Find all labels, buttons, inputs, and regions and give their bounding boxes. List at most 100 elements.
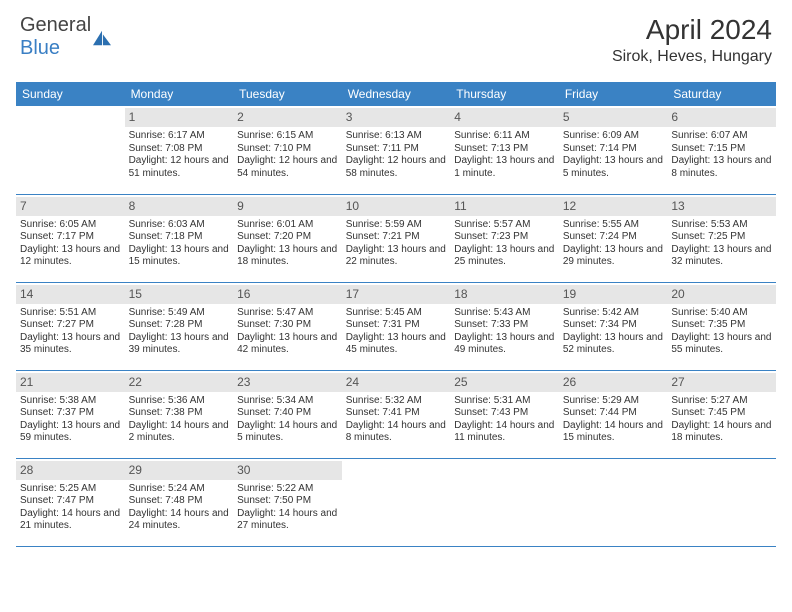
- calendar-day-cell: 8Sunrise: 6:03 AMSunset: 7:18 PMDaylight…: [125, 194, 234, 282]
- calendar-day-cell: 11Sunrise: 5:57 AMSunset: 7:23 PMDayligh…: [450, 194, 559, 282]
- calendar-day-cell: 13Sunrise: 5:53 AMSunset: 7:25 PMDayligh…: [667, 194, 776, 282]
- day-number: 14: [16, 285, 125, 304]
- day-number: 2: [233, 108, 342, 127]
- sun-info: Sunrise: 5:40 AMSunset: 7:35 PMDaylight:…: [671, 307, 772, 357]
- sunset-text: Sunset: 7:25 PM: [671, 231, 772, 244]
- day-number: 17: [342, 285, 451, 304]
- sunset-text: Sunset: 7:13 PM: [454, 143, 555, 156]
- sunset-text: Sunset: 7:15 PM: [671, 143, 772, 156]
- sunrise-text: Sunrise: 5:24 AM: [129, 483, 230, 496]
- calendar-day-cell: 22Sunrise: 5:36 AMSunset: 7:38 PMDayligh…: [125, 370, 234, 458]
- sunrise-text: Sunrise: 6:13 AM: [346, 130, 447, 143]
- sunset-text: Sunset: 7:31 PM: [346, 319, 447, 332]
- sun-info: Sunrise: 5:24 AMSunset: 7:48 PMDaylight:…: [129, 483, 230, 533]
- day-number: 27: [667, 373, 776, 392]
- day-number: 10: [342, 197, 451, 216]
- day-number: 21: [16, 373, 125, 392]
- sun-info: Sunrise: 5:53 AMSunset: 7:25 PMDaylight:…: [671, 219, 772, 269]
- logo-text: General Blue: [20, 14, 91, 60]
- sun-info: Sunrise: 5:27 AMSunset: 7:45 PMDaylight:…: [671, 395, 772, 445]
- sun-info: Sunrise: 5:45 AMSunset: 7:31 PMDaylight:…: [346, 307, 447, 357]
- day-number: 16: [233, 285, 342, 304]
- calendar-day-cell: 12Sunrise: 5:55 AMSunset: 7:24 PMDayligh…: [559, 194, 668, 282]
- weekday-header: Thursday: [450, 82, 559, 106]
- sunset-text: Sunset: 7:38 PM: [129, 407, 230, 420]
- sun-info: Sunrise: 6:17 AMSunset: 7:08 PMDaylight:…: [129, 130, 230, 180]
- day-number: 15: [125, 285, 234, 304]
- day-number: 26: [559, 373, 668, 392]
- sunrise-text: Sunrise: 6:03 AM: [129, 219, 230, 232]
- calendar-day-cell: 2 Sunrise: 6:15 AMSunset: 7:10 PMDaylight…: [233, 106, 342, 194]
- sunrise-text: Sunrise: 6:05 AM: [20, 219, 121, 232]
- daylight-text: Daylight: 13 hours and 55 minutes.: [671, 332, 772, 357]
- calendar-body: 1Sunrise: 6:17 AMSunset: 7:08 PMDaylight…: [16, 106, 776, 546]
- daylight-text: Daylight: 13 hours and 25 minutes.: [454, 244, 555, 269]
- daylight-text: Daylight: 13 hours and 18 minutes.: [237, 244, 338, 269]
- day-number: 28: [16, 461, 125, 480]
- sunset-text: Sunset: 7:11 PM: [346, 143, 447, 156]
- sun-info: Sunrise: 6:07 AMSunset: 7:15 PMDaylight:…: [671, 130, 772, 180]
- daylight-text: Daylight: 12 hours and 51 minutes.: [129, 155, 230, 180]
- logo-word-general: General: [20, 14, 91, 36]
- sunrise-text: Sunrise: 5:25 AM: [20, 483, 121, 496]
- calendar-day-cell: 21 Sunrise: 5:38 AMSunset: 7:37 PMDayligh…: [16, 370, 125, 458]
- sunset-text: Sunset: 7:17 PM: [20, 231, 121, 244]
- calendar-day-cell: 28Sunrise: 5:25 AMSunset: 7:47 PMDayligh…: [16, 458, 125, 546]
- sunrise-text: Sunrise: 5:57 AM: [454, 219, 555, 232]
- daylight-text: Daylight: 12 hours and 54 minutes.: [237, 155, 338, 180]
- daylight-text: Daylight: 14 hours and 24 minutes.: [129, 508, 230, 533]
- weekday-header: Sunday: [16, 82, 125, 106]
- day-number: 4: [450, 108, 559, 127]
- sunset-text: Sunset: 7:47 PM: [20, 495, 121, 508]
- daylight-text: Daylight: 14 hours and 8 minutes.: [346, 420, 447, 445]
- sunset-text: Sunset: 7:27 PM: [20, 319, 121, 332]
- weekday-header: Tuesday: [233, 82, 342, 106]
- sun-info: Sunrise: 6:01 AMSunset: 7:20 PMDaylight:…: [237, 219, 338, 269]
- sunrise-text: Sunrise: 5:55 AM: [563, 219, 664, 232]
- daylight-text: Daylight: 13 hours and 32 minutes.: [671, 244, 772, 269]
- sunrise-text: Sunrise: 6:09 AM: [563, 130, 664, 143]
- sunrise-text: Sunrise: 6:07 AM: [671, 130, 772, 143]
- calendar-day-cell: 17 Sunrise: 5:45 AMSunset: 7:31 PMDayligh…: [342, 282, 451, 370]
- sun-info: Sunrise: 5:51 AMSunset: 7:27 PMDaylight:…: [20, 307, 121, 357]
- calendar-day-cell: 6Sunrise: 6:07 AMSunset: 7:15 PMDaylight…: [667, 106, 776, 194]
- sunset-text: Sunset: 7:44 PM: [563, 407, 664, 420]
- sun-info: Sunrise: 6:09 AMSunset: 7:14 PMDaylight:…: [563, 130, 664, 180]
- calendar-day-cell: 9Sunrise: 6:01 AMSunset: 7:20 PMDaylight…: [233, 194, 342, 282]
- sun-info: Sunrise: 5:47 AMSunset: 7:30 PMDaylight:…: [237, 307, 338, 357]
- sun-info: Sunrise: 6:11 AMSunset: 7:13 PMDaylight:…: [454, 130, 555, 180]
- sunset-text: Sunset: 7:10 PM: [237, 143, 338, 156]
- calendar-day-cell: 23Sunrise: 5:34 AMSunset: 7:40 PMDayligh…: [233, 370, 342, 458]
- sun-info: Sunrise: 5:31 AMSunset: 7:43 PMDaylight:…: [454, 395, 555, 445]
- weekday-header: Wednesday: [342, 82, 451, 106]
- logo-sail-icon: [91, 29, 113, 47]
- day-number: 7: [16, 197, 125, 216]
- sunset-text: Sunset: 7:45 PM: [671, 407, 772, 420]
- sunrise-text: Sunrise: 5:49 AM: [129, 307, 230, 320]
- calendar-day-cell: 1Sunrise: 6:17 AMSunset: 7:08 PMDaylight…: [125, 106, 234, 194]
- calendar-day-cell: 27 Sunrise: 5:27 AMSunset: 7:45 PMDayligh…: [667, 370, 776, 458]
- sunset-text: Sunset: 7:33 PM: [454, 319, 555, 332]
- sunrise-text: Sunrise: 6:15 AM: [237, 130, 338, 143]
- daylight-text: Daylight: 12 hours and 58 minutes.: [346, 155, 447, 180]
- daylight-text: Daylight: 13 hours and 8 minutes.: [671, 155, 772, 180]
- sunset-text: Sunset: 7:41 PM: [346, 407, 447, 420]
- sunrise-text: Sunrise: 5:47 AM: [237, 307, 338, 320]
- calendar-day-cell: [559, 458, 668, 546]
- calendar-day-cell: 7Sunrise: 6:05 AMSunset: 7:17 PMDaylight…: [16, 194, 125, 282]
- sunset-text: Sunset: 7:50 PM: [237, 495, 338, 508]
- calendar-week-row: 14 Sunrise: 5:51 AMSunset: 7:27 PMDayligh…: [16, 282, 776, 370]
- sunrise-text: Sunrise: 6:01 AM: [237, 219, 338, 232]
- daylight-text: Daylight: 13 hours and 22 minutes.: [346, 244, 447, 269]
- sun-info: Sunrise: 5:59 AMSunset: 7:21 PMDaylight:…: [346, 219, 447, 269]
- daylight-text: Daylight: 13 hours and 15 minutes.: [129, 244, 230, 269]
- sun-info: Sunrise: 5:38 AMSunset: 7:37 PMDaylight:…: [20, 395, 121, 445]
- title-block: April 2024 Sirok, Heves, Hungary: [612, 14, 772, 66]
- sunrise-text: Sunrise: 6:17 AM: [129, 130, 230, 143]
- sun-info: Sunrise: 5:22 AMSunset: 7:50 PMDaylight:…: [237, 483, 338, 533]
- daylight-text: Daylight: 13 hours and 42 minutes.: [237, 332, 338, 357]
- daylight-text: Daylight: 13 hours and 39 minutes.: [129, 332, 230, 357]
- calendar-day-cell: 18Sunrise: 5:43 AMSunset: 7:33 PMDayligh…: [450, 282, 559, 370]
- calendar-day-cell: 29Sunrise: 5:24 AMSunset: 7:48 PMDayligh…: [125, 458, 234, 546]
- sun-info: Sunrise: 5:34 AMSunset: 7:40 PMDaylight:…: [237, 395, 338, 445]
